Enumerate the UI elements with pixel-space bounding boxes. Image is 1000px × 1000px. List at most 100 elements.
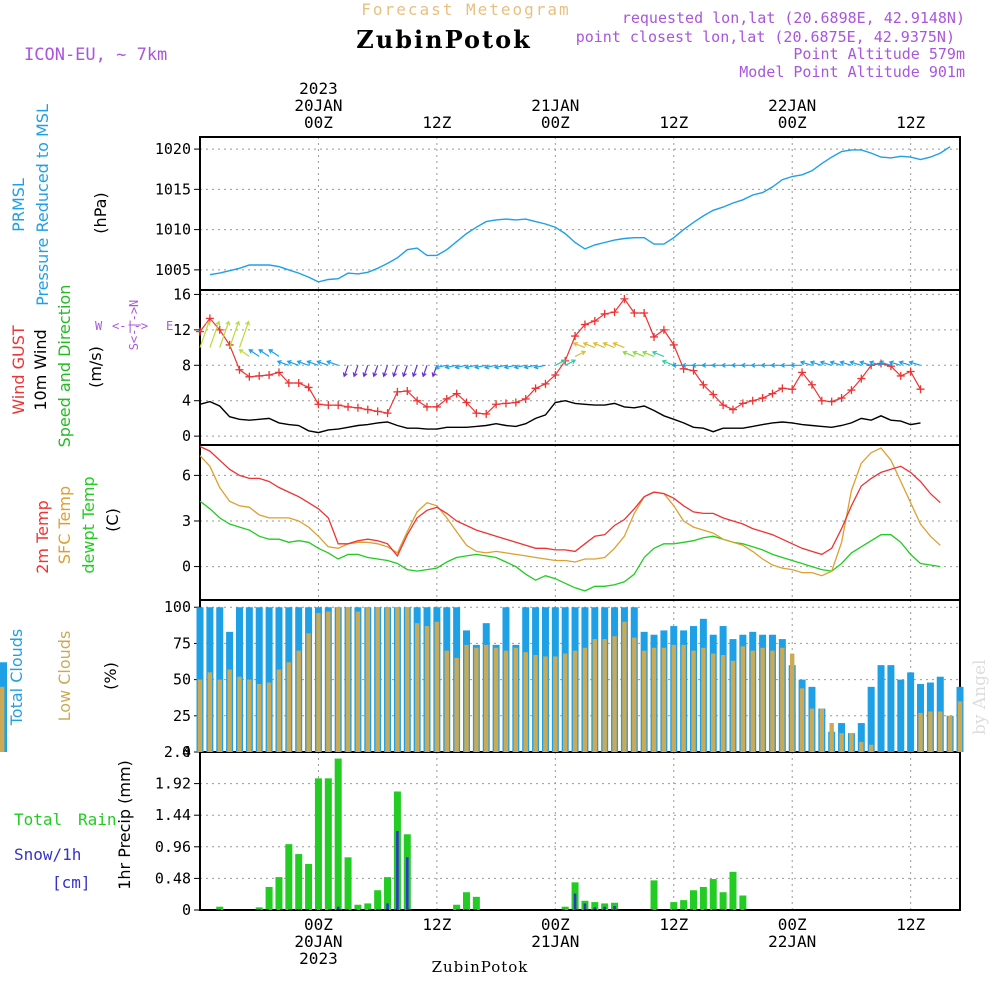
wind-direction-arrow — [819, 360, 832, 366]
gust-point — [916, 385, 925, 394]
total-rain-label: Total — [14, 810, 62, 829]
bottom-time-label: 00Z — [304, 915, 333, 934]
top-time-label: 12Z — [896, 113, 925, 132]
total-clouds-bar — [255, 607, 263, 752]
prmsl-line — [209, 146, 951, 283]
low-clouds-bar — [671, 644, 676, 752]
wind-direction-arrow — [248, 349, 260, 357]
snow-bar — [593, 907, 597, 910]
gust-point — [669, 340, 678, 349]
wind-direction-arrow — [622, 350, 635, 357]
closest-coordinates: point closest lon,lat (20.6875E, 42.9375… — [576, 28, 955, 46]
wind-gust-label: Wind GUST — [9, 325, 28, 415]
wind-direction-arrow — [641, 350, 655, 357]
rain-bar — [265, 886, 273, 910]
low-clouds-bar — [345, 607, 351, 752]
wind-direction-arrow — [464, 364, 477, 370]
low-clouds-bar — [641, 650, 647, 752]
low-clouds-bar — [612, 636, 617, 752]
low-clouds-bar — [849, 733, 854, 752]
low-clouds-bar — [809, 708, 815, 752]
panel-frame — [199, 599, 961, 753]
y-tick-label: 0 — [182, 743, 191, 761]
wind-direction-label: Speed and Direction — [55, 285, 74, 448]
gust-point — [600, 309, 609, 318]
y-tick-label: 1.44 — [155, 806, 191, 824]
wind-direction-arrow — [789, 362, 803, 368]
y-tick-label: 16 — [173, 285, 191, 303]
wind-direction-arrow — [483, 364, 497, 370]
rain-bar — [344, 857, 352, 910]
rain-bar — [709, 879, 717, 910]
low-clouds-bar — [414, 623, 420, 752]
wind-direction-arrow — [454, 364, 467, 370]
rain-bar — [453, 904, 461, 910]
y-tick-label: 0 — [182, 901, 191, 919]
wind-direction-arrow — [286, 360, 299, 366]
wind-direction-arrow — [888, 360, 901, 366]
rain-bar — [334, 758, 342, 910]
wind-direction-arrow — [444, 364, 457, 370]
wind-direction-arrow — [564, 359, 577, 366]
low-clouds-bar — [493, 647, 499, 752]
temp-unit: (C) — [103, 508, 122, 532]
gust-point — [857, 374, 866, 383]
wind-direction-arrow — [199, 320, 211, 348]
snow-label: Snow/1h — [14, 845, 81, 864]
gust-point — [501, 399, 510, 408]
gust-point — [837, 394, 846, 403]
low-clouds-bar — [562, 653, 568, 752]
snow-bar — [583, 903, 587, 910]
rain-bar — [462, 892, 470, 910]
gust-point — [353, 403, 362, 412]
gust-point — [492, 400, 501, 409]
low-clouds-bar — [444, 650, 449, 752]
low-clouds-bar — [424, 626, 430, 752]
low-clouds-bar — [306, 633, 311, 752]
direction-west-east-axis: <-|-> — [112, 319, 148, 333]
low-clouds-bar — [207, 672, 213, 752]
wind-direction-arrow — [868, 360, 882, 366]
y-tick-label: 6 — [182, 466, 191, 484]
pressure-label-prmsl: PRMSL — [9, 178, 28, 232]
wind-direction-arrow — [342, 365, 349, 378]
rain-bar — [729, 871, 737, 910]
y-tick-label: 75 — [173, 634, 191, 652]
precip-unit: 1hr Precip (mm) — [115, 760, 134, 890]
low-clouds-bar — [276, 669, 282, 752]
rain-bar — [305, 863, 313, 910]
wind-direction-arrow — [612, 341, 625, 349]
gust-point — [196, 327, 204, 336]
y-tick-label: 1020 — [155, 140, 191, 158]
gust-point — [294, 379, 303, 387]
low-clouds-bar — [770, 650, 775, 752]
gust-point — [788, 385, 797, 394]
model-point-altitude: Model Point Altitude 901m — [739, 63, 965, 81]
wind-direction-arrow — [809, 360, 822, 366]
low-clouds-bar — [780, 647, 785, 752]
low-clouds-bar — [592, 639, 598, 752]
y-tick-label: 0 — [182, 558, 191, 576]
rain-bar — [561, 906, 569, 910]
low-clouds-bar — [790, 653, 795, 752]
total-clouds-label: Total Clouds — [7, 629, 26, 727]
snow-bar — [573, 893, 577, 910]
y-tick-label: 2.4 — [164, 743, 191, 761]
wind-direction-arrow — [849, 360, 862, 366]
low-clouds-bar — [622, 621, 627, 752]
wind-direction-arrow — [513, 364, 526, 370]
gust-point — [511, 398, 520, 407]
wind-direction-arrow — [421, 365, 428, 378]
bottom-time-label: 21JAN — [531, 932, 579, 951]
gust-point — [689, 366, 698, 375]
gust-point — [383, 409, 392, 418]
low-clouds-bar — [474, 647, 479, 752]
low-clouds-bar — [928, 711, 933, 752]
gust-point — [344, 402, 353, 411]
gust-line — [199, 297, 922, 415]
panel-frame — [199, 136, 961, 291]
wind-direction-arrow — [555, 359, 567, 366]
gust-point — [580, 320, 589, 329]
rain-bar — [690, 890, 698, 910]
total-clouds-bar — [867, 686, 875, 752]
